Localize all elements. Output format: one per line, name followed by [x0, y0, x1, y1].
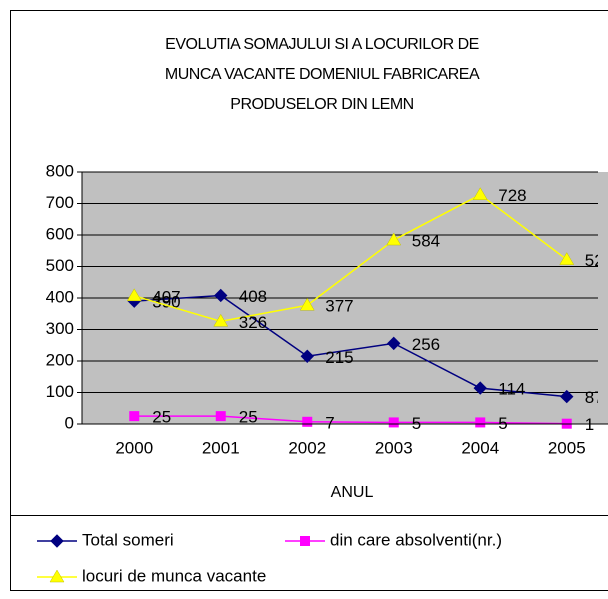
- marker: [126, 288, 142, 302]
- legend-label: locuri de munca vacante: [82, 566, 266, 585]
- y-tick-label: 0: [65, 413, 74, 432]
- marker: [50, 534, 64, 548]
- marker: [129, 411, 140, 422]
- legend-label: Total someri: [82, 530, 174, 549]
- data-label: 728: [498, 186, 526, 205]
- x-tick-label: 2005: [548, 438, 586, 457]
- x-tick-label: 2003: [375, 438, 413, 457]
- marker: [215, 411, 226, 422]
- data-label: 408: [239, 287, 267, 306]
- y-tick-label: 700: [46, 193, 74, 212]
- data-label: 256: [412, 335, 440, 354]
- marker: [213, 313, 229, 327]
- legend-label: din care absolventi(nr.): [330, 530, 502, 549]
- y-tick-label: 300: [46, 319, 74, 338]
- series-line: [134, 193, 568, 323]
- marker: [300, 536, 310, 546]
- marker: [214, 288, 228, 303]
- marker: [386, 232, 402, 246]
- data-label: 7: [325, 413, 334, 432]
- data-label: 326: [239, 313, 267, 332]
- x-tick-label: 2001: [202, 438, 240, 457]
- y-tick-label: 800: [46, 161, 74, 180]
- y-tick-label: 400: [46, 287, 74, 306]
- data-label: 114: [498, 380, 525, 399]
- y-tick-label: 600: [46, 224, 74, 243]
- marker: [559, 252, 575, 265]
- data-label: 25: [152, 408, 171, 427]
- chart-title: MUNCA VACANTE DOMENIUL FABRICAREA: [165, 66, 480, 83]
- x-tick-label: 2002: [288, 438, 326, 457]
- series-line: [134, 415, 567, 425]
- data-label: 87: [585, 388, 604, 407]
- marker: [302, 416, 313, 427]
- chart-title: EVOLUTIA SOMAJULUI SI A LOCURILOR DE: [165, 36, 479, 53]
- data-label: 407: [152, 287, 180, 306]
- data-label: 5: [412, 414, 421, 433]
- data-label: 1: [585, 415, 594, 434]
- x-tick-label: 2004: [461, 438, 499, 457]
- marker: [473, 381, 487, 395]
- data-label: 377: [325, 297, 353, 316]
- data-label: 25: [239, 408, 258, 427]
- series-line: [134, 294, 567, 398]
- marker: [472, 187, 488, 200]
- data-label: 522: [585, 251, 608, 270]
- marker: [49, 569, 65, 583]
- marker: [388, 417, 399, 428]
- chart-title: PRODUSELOR DIN LEMN: [230, 96, 413, 113]
- marker: [475, 417, 486, 428]
- data-label: 215: [325, 348, 353, 367]
- y-tick-label: 200: [46, 350, 74, 369]
- marker: [387, 336, 401, 351]
- marker: [299, 297, 315, 311]
- data-label: 5: [498, 414, 507, 433]
- data-label: 584: [412, 232, 440, 251]
- x-axis-title: ANUL: [331, 484, 374, 501]
- marker: [300, 349, 314, 363]
- y-tick-label: 500: [46, 256, 74, 275]
- marker: [560, 389, 574, 404]
- y-tick-label: 100: [46, 382, 74, 401]
- x-tick-label: 2000: [115, 438, 153, 457]
